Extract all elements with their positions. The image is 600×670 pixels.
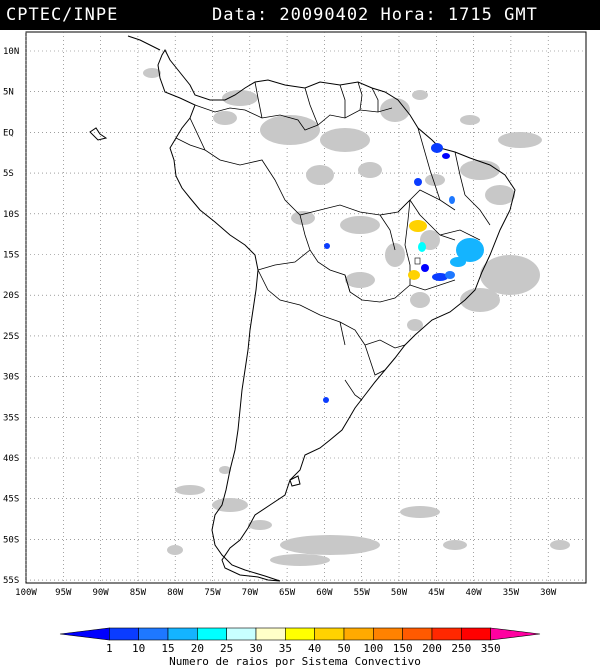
lon-label: 80W [167, 588, 184, 595]
lightning-cells [323, 143, 484, 403]
legend-swatch [109, 627, 139, 641]
lightning-legend: 1 10 15 20 25 30 35 40 50 100 150 200 250 350 Numero … [59, 627, 541, 668]
legend-swatch [255, 627, 286, 641]
lat-label: 5S [3, 169, 14, 179]
lon-label: 50W [391, 588, 408, 595]
lat-label: 35S [3, 413, 19, 423]
lat-label: 45S [3, 495, 19, 505]
lon-label: 55W [354, 588, 371, 595]
legend-swatch [197, 627, 227, 641]
cloud-cover [143, 68, 570, 566]
lon-label: 40W [465, 588, 482, 595]
legend-value: 200 [422, 642, 442, 655]
legend-swatch [402, 627, 433, 641]
source-label: CPTEC/INPE [6, 5, 119, 25]
legend-value: 250 [451, 642, 471, 655]
legend-value: 1 [106, 642, 113, 655]
lat-label: 20S [3, 291, 19, 301]
legend-value: 10 [132, 642, 145, 655]
lat-label: 10N [3, 47, 19, 57]
date-time-label: Data: 20090402 Hora: 1715 GMT [212, 5, 538, 25]
lat-label: 5N [3, 88, 14, 98]
lat-label: 50S [3, 535, 19, 545]
legend-swatch [490, 627, 541, 641]
legend-value: 15 [161, 642, 174, 655]
lat-label: 10S [3, 210, 19, 220]
lon-label: 70W [242, 588, 259, 595]
lat-label: 25S [3, 332, 19, 342]
lat-label: 40S [3, 454, 19, 464]
legend-value: 50 [337, 642, 350, 655]
lon-label: 45W [428, 588, 445, 595]
lon-label: 35W [503, 588, 520, 595]
legend-color-bar [59, 627, 541, 641]
country-borders [175, 81, 491, 401]
lon-label: 65W [279, 588, 296, 595]
image-header: CPTEC/INPE Data: 20090402 Hora: 1715 GMT [0, 0, 600, 30]
legend-title: Numero de raios por Sistema Convectivo [169, 655, 421, 668]
legend-swatch [226, 627, 257, 641]
lightning-map: 10N 5N EQ 5S 10S 15S 20S 25S 30S 35S 40S 45S 50S 55S 1… [3, 31, 587, 595]
axis-labels: 10N 5N EQ 5S 10S 15S 20S 25S 30S 35S 40S 45S 50S 55S 1… [3, 47, 557, 595]
lat-label: EQ [3, 128, 14, 138]
legend-value: 35 [279, 642, 292, 655]
legend-swatch [461, 627, 491, 641]
legend-swatch [431, 627, 462, 641]
legend-value: 350 [481, 642, 501, 655]
lon-label: 100W [15, 588, 37, 595]
legend-value: 20 [191, 642, 204, 655]
coastlines [89, 35, 516, 582]
legend-value: 30 [249, 642, 262, 655]
legend-swatch [59, 627, 110, 641]
legend-swatch [138, 627, 169, 641]
lon-label: 30W [540, 588, 557, 595]
map-frame [25, 31, 587, 584]
legend-value: 25 [220, 642, 233, 655]
legend-swatch [373, 627, 403, 641]
lon-label: 60W [316, 588, 333, 595]
legend-swatch [314, 627, 345, 641]
legend-swatch [343, 627, 374, 641]
legend-value: 150 [393, 642, 413, 655]
legend-value: 100 [363, 642, 383, 655]
lon-label: 90W [92, 588, 109, 595]
lat-label: 55S [3, 576, 19, 586]
legend-value: 40 [308, 642, 321, 655]
legend-swatch [285, 627, 315, 641]
legend-swatch [167, 627, 198, 641]
lon-label: 95W [55, 588, 72, 595]
lat-label: 30S [3, 373, 19, 383]
lon-label: 75W [204, 588, 221, 595]
legend-values: 1 10 15 20 25 30 35 40 50 100 150 200 250 350 [106, 642, 501, 655]
lat-label: 15S [3, 251, 19, 261]
lon-label: 85W [130, 588, 147, 595]
